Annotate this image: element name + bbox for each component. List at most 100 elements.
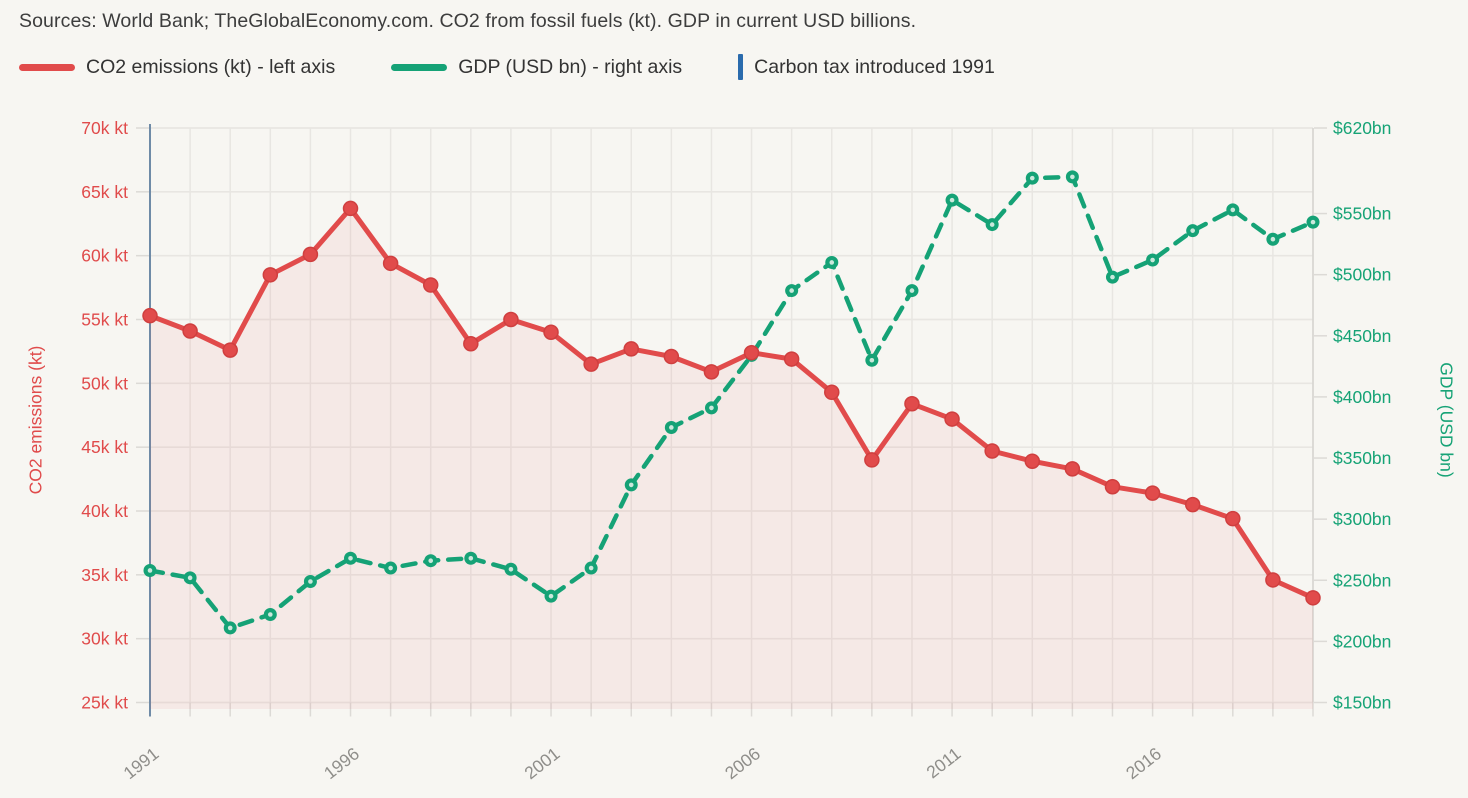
co2-data-point[interactable] (1265, 572, 1281, 588)
co2-data-point[interactable] (1184, 496, 1201, 513)
gdp-line[interactable] (147, 174, 1316, 631)
gdp-data-point-center (308, 579, 313, 584)
right-axis-tick-label: $150bn (1333, 693, 1391, 713)
left-axis-tick-label: 60k kt (81, 246, 128, 266)
legend-label-gdp: GDP (USD bn) - right axis (458, 55, 683, 78)
left-axis-title: CO2 emissions (kt) (25, 345, 46, 495)
right-axis-title: GDP (USD bn) (1436, 362, 1457, 478)
co2-line-swatch-icon (19, 63, 75, 71)
gdp-data-point-center (789, 288, 794, 293)
co2-data-point[interactable] (463, 336, 479, 352)
x-axis-tick-label: 1996 (320, 743, 363, 783)
co2-data-point[interactable] (623, 341, 639, 357)
co2-data-point[interactable] (824, 384, 840, 401)
gdp-data-point-center (468, 555, 474, 561)
co2-data-point[interactable] (422, 277, 439, 293)
x-axis-tick-label: 2006 (721, 743, 764, 783)
gdp-data-point-center (1230, 207, 1236, 213)
right-axis-tick-label: $400bn (1333, 387, 1391, 407)
legend-label-carbon-tax: Carbon tax introduced 1991 (754, 55, 995, 78)
co2-data-point[interactable] (663, 348, 680, 365)
co2-data-point[interactable] (783, 351, 800, 367)
right-axis-tick-label: $620bn (1333, 118, 1391, 138)
gdp-data-point-center (829, 260, 835, 265)
left-axis-tick-label: 30k kt (81, 629, 128, 649)
legend-item-carbon-tax[interactable]: Carbon tax introduced 1991 (738, 54, 995, 80)
right-axis-tick-label: $450bn (1333, 326, 1391, 346)
left-axis-tick-label: 25k kt (81, 693, 128, 713)
left-axis-tick-label: 40k kt (81, 501, 128, 521)
co2-data-point[interactable] (302, 246, 319, 263)
gdp-data-point-center (428, 558, 434, 564)
gdp-data-point-center (949, 197, 955, 203)
gdp-data-point-center (989, 222, 995, 227)
co2-data-point[interactable] (543, 324, 559, 341)
co2-data-point[interactable] (342, 200, 359, 217)
right-axis-tick-label: $500bn (1333, 265, 1391, 285)
x-axis-tick-label: 1991 (119, 743, 162, 783)
gdp-data-point-center (1190, 228, 1195, 233)
co2-data-point[interactable] (503, 311, 519, 328)
gdp-markers (143, 170, 1320, 635)
gdp-data-point-center (628, 482, 634, 488)
left-axis-tick-label: 50k kt (81, 373, 128, 393)
co2-data-point[interactable] (864, 452, 880, 468)
right-axis-tick-label: $300bn (1333, 509, 1391, 529)
gdp-data-point-center (1270, 236, 1276, 242)
gdp-data-point-center (909, 288, 915, 293)
legend-item-gdp[interactable]: GDP (USD bn) - right axis (391, 56, 682, 79)
co2-data-point[interactable] (182, 323, 198, 339)
co2-data-point[interactable] (262, 267, 279, 283)
legend-item-co2[interactable]: CO2 emissions (kt) - left axis (19, 56, 335, 79)
v-gridlines (149, 128, 1314, 717)
co2-data-point[interactable] (944, 411, 960, 427)
gdp-data-point-center (1310, 219, 1316, 225)
gdp-data-point-center (588, 565, 594, 571)
gdp-line-swatch-icon (391, 63, 448, 71)
gdp-data-point-center (388, 565, 393, 571)
co2-markers (142, 200, 1321, 606)
x-axis-tick-label: 2011 (923, 743, 965, 782)
chart-source-title: Sources: World Bank; TheGlobalEconomy.co… (19, 10, 917, 32)
right-axis-tick-label: $550bn (1333, 204, 1391, 224)
gdp-data-point-center (1150, 257, 1155, 263)
gdp-data-point-center (227, 625, 233, 631)
right-axis-tick-label: $200bn (1333, 631, 1391, 651)
gdp-data-point-center (187, 575, 193, 581)
co2-data-point[interactable] (1305, 590, 1321, 606)
gdp-data-point-center (268, 612, 273, 617)
gdp-data-point-center (548, 593, 554, 599)
co2-data-point[interactable] (1225, 510, 1241, 527)
left-axis-tick-label: 35k kt (81, 565, 128, 585)
gdp-data-point-center (869, 357, 875, 363)
left-axis-tick-label: 55k kt (81, 310, 128, 330)
co2-area-fill (150, 208, 1313, 709)
co2-data-point[interactable] (222, 342, 238, 358)
x-axis-tick-label: 2016 (1122, 743, 1165, 783)
co2-data-point[interactable] (382, 255, 399, 272)
co2-data-point[interactable] (583, 356, 599, 372)
co2-data-point[interactable] (984, 443, 1000, 459)
gdp-data-point-center (348, 555, 353, 561)
gdp-data-point-center (1029, 175, 1035, 181)
co2-data-point[interactable] (743, 344, 760, 361)
co2-data-point[interactable] (1104, 478, 1121, 495)
left-axis-tick-label: 65k kt (81, 182, 128, 202)
legend: CO2 emissions (kt) - left axis GDP (USD … (19, 54, 995, 80)
gdp-data-point-center (669, 425, 674, 430)
carbon-tax-vline-swatch-icon (738, 54, 744, 80)
co2-data-point[interactable] (1024, 453, 1041, 469)
co2-data-point[interactable] (1064, 461, 1081, 477)
co2-data-point[interactable] (1144, 485, 1161, 501)
co2-data-point[interactable] (703, 364, 720, 380)
co2-data-point[interactable] (142, 307, 158, 324)
gdp-data-point-center (709, 405, 714, 411)
gdp-data-point-center (1110, 274, 1115, 280)
co2-data-point[interactable] (904, 396, 920, 412)
gdp-data-point-center (147, 568, 153, 573)
gdp-data-point-center (1070, 174, 1075, 180)
axis-tick-stubs (136, 127, 1327, 704)
right-axis-tick-label: $350bn (1333, 448, 1391, 468)
x-axis-tick-label: 2001 (521, 743, 564, 783)
